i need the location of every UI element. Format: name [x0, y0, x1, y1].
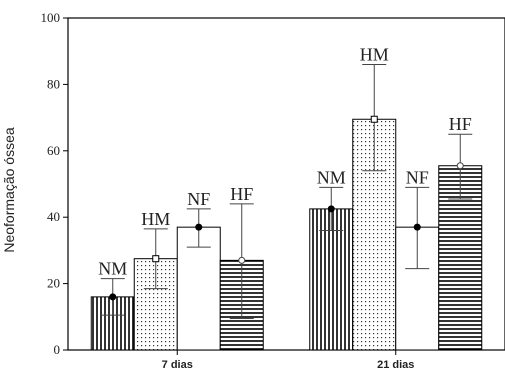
- bar-label-nm: NM: [317, 167, 346, 187]
- bar-nf: [176, 226, 221, 351]
- y-tick-label: 80: [47, 76, 60, 91]
- plot-frame: [67, 17, 505, 351]
- x-tick-label: 7 dias: [162, 359, 193, 371]
- mean-marker: [327, 205, 335, 213]
- bar-label-hm: HM: [360, 44, 389, 64]
- mean-marker: [413, 223, 421, 231]
- bar-nm: [309, 208, 354, 351]
- axes: 0 20 40 60 80 100 7 dias 21 dias: [41, 10, 505, 371]
- bar-label-nf: NF: [406, 167, 429, 187]
- mean-marker: [370, 115, 378, 123]
- mean-marker: [152, 255, 160, 263]
- x-tick-label: 21 dias: [377, 359, 414, 371]
- mean-marker: [109, 293, 117, 301]
- bar-label-hf: HF: [230, 184, 253, 204]
- y-tick-label: 0: [54, 342, 61, 357]
- mean-marker: [456, 162, 464, 170]
- y-tick-label: 40: [47, 209, 60, 224]
- mean-marker: [195, 223, 203, 231]
- bar-labels: NM HM NF HF NM HM NF HF: [98, 44, 472, 278]
- y-tick-label: 60: [47, 143, 60, 158]
- y-tick-label: 100: [41, 10, 61, 25]
- bar-label-nf: NF: [187, 189, 210, 209]
- bar-label-hm: HM: [141, 209, 170, 229]
- bars: [90, 63, 483, 351]
- y-axis-label: Neoformação óssea: [1, 127, 17, 253]
- bar-label-nm: NM: [98, 259, 127, 279]
- mean-marker: [238, 256, 246, 264]
- y-tick-label: 20: [47, 276, 60, 291]
- bar-label-hf: HF: [449, 114, 472, 134]
